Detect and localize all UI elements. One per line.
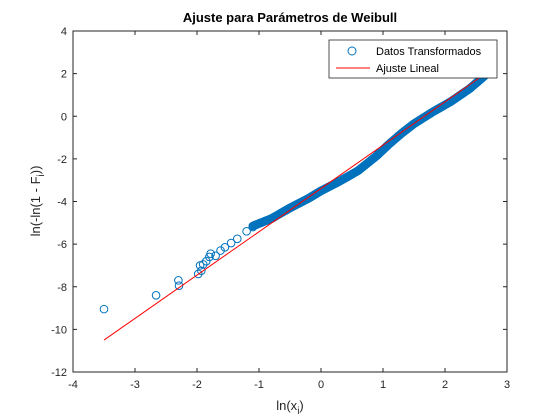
y-tick-label: -4 xyxy=(57,197,67,209)
y-tick-label: -10 xyxy=(51,324,67,336)
y-tick-label: -8 xyxy=(57,282,67,294)
data-point xyxy=(211,251,220,261)
legend-marker-icon xyxy=(347,46,357,56)
x-tick-label: -1 xyxy=(254,379,264,391)
data-point xyxy=(198,260,208,269)
x-tick-label: -2 xyxy=(192,379,202,391)
legend-entry-datos: Datos Transformados xyxy=(376,46,482,58)
y-tick-label: 2 xyxy=(61,69,67,81)
plot-area xyxy=(72,30,508,373)
data-point xyxy=(151,290,161,300)
legend-box xyxy=(328,39,498,79)
chart-title: Ajuste para Parámetros de Weibull xyxy=(183,10,397,25)
data-point xyxy=(242,227,251,236)
y-axis-label: ln(-ln(1 - Fi)) xyxy=(28,166,47,237)
data-point xyxy=(193,269,203,279)
data-point xyxy=(220,243,230,252)
legend-entry-ajuste: Ajuste Lineal xyxy=(376,63,439,75)
data-point xyxy=(197,266,206,276)
data-point xyxy=(174,281,184,290)
data-marks xyxy=(99,65,496,341)
data-point xyxy=(202,256,211,266)
data-point xyxy=(216,246,225,255)
x-tick-label: 1 xyxy=(380,379,386,391)
fit-line xyxy=(103,68,492,341)
data-point xyxy=(99,304,109,314)
legend: Datos Transformados Ajuste Lineal xyxy=(328,39,498,79)
y-tick-label: -12 xyxy=(51,367,67,379)
x-axis-label: ln(xi) xyxy=(276,398,304,417)
data-point xyxy=(226,238,236,248)
data-point xyxy=(206,249,215,259)
x-tick-label: -3 xyxy=(130,379,140,391)
y-tick-label: 0 xyxy=(61,111,67,123)
x-tick-label: 2 xyxy=(442,379,448,391)
x-tick-label: -4 xyxy=(68,379,78,391)
x-tick-label: 0 xyxy=(318,379,324,391)
y-tick-label: -2 xyxy=(57,154,67,166)
data-point xyxy=(233,234,242,244)
y-tick-label: -6 xyxy=(57,239,67,251)
y-tick-label: 4 xyxy=(61,26,67,38)
x-tick-label: 3 xyxy=(504,379,510,391)
data-point xyxy=(174,276,183,285)
